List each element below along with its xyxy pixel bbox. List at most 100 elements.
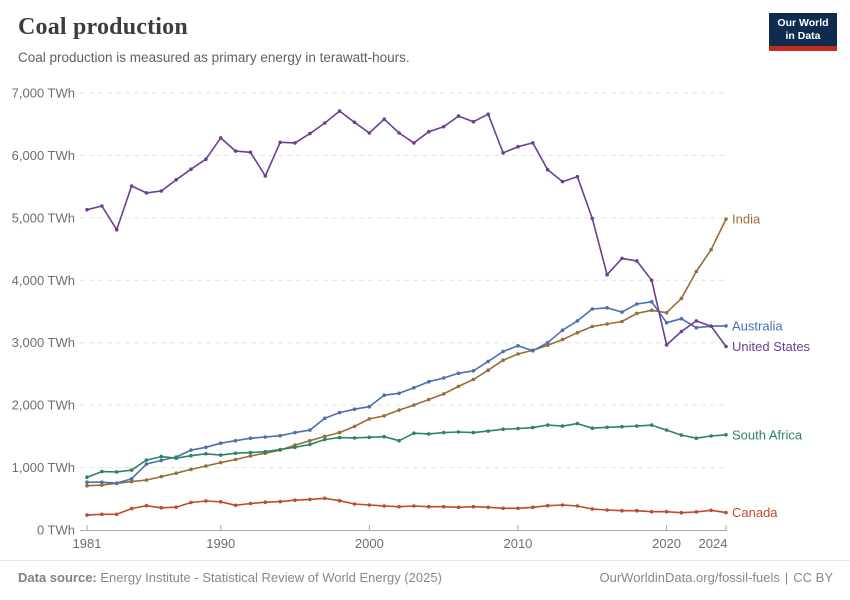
data-point [471, 369, 476, 373]
series-label-canada[interactable]: Canada [732, 505, 778, 520]
series-label-united-states[interactable]: United States [732, 339, 811, 354]
data-point [620, 424, 624, 429]
data-point [204, 445, 208, 450]
data-point [382, 393, 387, 398]
data-point [560, 337, 565, 342]
data-point [218, 441, 223, 446]
data-point [100, 204, 104, 208]
data-point [590, 307, 595, 311]
data-point [620, 319, 624, 324]
data-point [471, 119, 476, 124]
series-india[interactable]: India [85, 212, 761, 488]
series-line-south-africa[interactable] [86, 422, 727, 478]
data-point [724, 433, 728, 437]
data-point [323, 416, 327, 421]
y-tick-label: 6,000 TWh [12, 148, 75, 163]
data-point [605, 508, 609, 512]
data-point [709, 324, 713, 329]
license-link[interactable]: CC BY [793, 570, 833, 585]
data-point [263, 174, 268, 178]
owid-logo[interactable]: Our World in Data [769, 13, 837, 51]
data-point [100, 480, 104, 485]
data-point [531, 141, 535, 145]
data-point [501, 349, 505, 354]
series-line-united-states[interactable] [86, 110, 727, 347]
data-point [620, 256, 624, 261]
series-united-states[interactable]: United States [85, 109, 811, 354]
data-point [709, 434, 713, 438]
data-point [233, 451, 238, 456]
series-south-africa[interactable]: South Africa [85, 421, 803, 480]
series-label-australia[interactable]: Australia [732, 318, 783, 333]
data-point [352, 502, 357, 506]
data-point [204, 499, 208, 503]
series-line-australia[interactable] [87, 301, 727, 484]
data-point [709, 247, 713, 252]
series-label-india[interactable]: India [732, 212, 761, 227]
data-point [397, 131, 401, 135]
data-point [471, 430, 476, 435]
x-tick-label: 2020 [652, 536, 681, 551]
data-point [114, 512, 119, 517]
data-point [144, 191, 149, 195]
data-point [159, 454, 164, 459]
data-point [590, 324, 595, 329]
y-tick-label: 7,000 TWh [12, 86, 75, 101]
data-point [189, 467, 193, 472]
data-point [679, 433, 684, 437]
owid-logo-line1: Our World [777, 16, 829, 29]
x-tick-label: 1990 [206, 536, 235, 551]
series-line-india[interactable] [86, 218, 727, 487]
data-point [159, 189, 164, 193]
data-point [352, 120, 357, 125]
data-point [664, 343, 669, 347]
data-point [218, 453, 223, 457]
data-point [456, 114, 461, 118]
data-point [516, 426, 520, 431]
data-point [427, 379, 431, 384]
data-point [337, 498, 342, 503]
series-label-south-africa[interactable]: South Africa [732, 427, 803, 442]
owid-url-link[interactable]: OurWorldinData.org/fossil-fuels [599, 570, 780, 585]
data-point [516, 344, 520, 348]
data-point [189, 500, 193, 505]
data-point [664, 320, 669, 325]
data-point [337, 435, 342, 440]
data-point [724, 344, 728, 349]
y-tick-label: 2,000 TWh [12, 398, 75, 413]
data-point [159, 506, 164, 510]
data-point [635, 259, 639, 263]
data-point [635, 302, 639, 306]
x-tick-label: 2010 [503, 536, 532, 551]
data-point [679, 329, 684, 334]
data-point [100, 512, 104, 517]
data-point [218, 500, 223, 504]
data-point [620, 310, 624, 314]
data-point [293, 430, 297, 435]
data-point [174, 456, 178, 461]
data-point [679, 316, 684, 321]
data-point [218, 460, 223, 465]
owid-logo-line2: in Data [785, 29, 821, 42]
data-point [278, 433, 283, 438]
data-point [590, 216, 595, 221]
data-point [367, 131, 372, 135]
data-point [233, 503, 238, 508]
data-point [664, 310, 669, 315]
data-point [308, 438, 312, 443]
data-point [649, 308, 654, 313]
series-canada[interactable]: Canada [85, 496, 778, 521]
data-point [441, 504, 446, 509]
data-point [323, 434, 327, 439]
data-point [85, 483, 89, 488]
data-point [456, 371, 461, 376]
series-australia[interactable]: Australia [85, 300, 783, 486]
data-point [352, 407, 357, 412]
data-point [441, 430, 446, 435]
series-line-canada[interactable] [86, 497, 727, 516]
data-point [293, 445, 297, 450]
chart-header: Coal production Coal production is measu… [18, 14, 758, 65]
data-point [516, 352, 520, 356]
